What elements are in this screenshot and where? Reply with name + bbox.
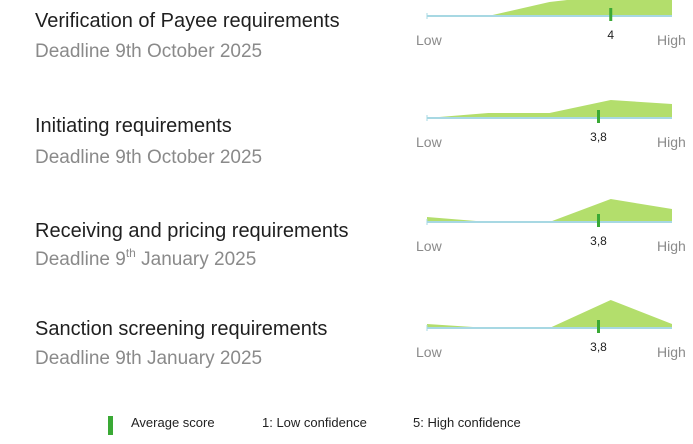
- distribution-area: [427, 300, 672, 328]
- distribution-area: [427, 199, 672, 222]
- average-label: 3,8: [590, 130, 607, 144]
- axis-label: High: [657, 134, 686, 150]
- deadline: Deadline 9th January 2025: [35, 348, 262, 369]
- average-marker: [597, 214, 600, 227]
- distribution-area: [427, 0, 672, 16]
- section-title: Sanction screening requirements: [35, 318, 327, 340]
- section-title: Initiating requirements: [35, 115, 232, 137]
- average-label: 3,8: [590, 234, 607, 248]
- section-title: Verification of Payee requirements: [35, 10, 340, 32]
- section-title: Receiving and pricing requirements: [35, 220, 349, 242]
- average-label: 3,8: [590, 340, 607, 354]
- deadline-text: January 2025: [136, 249, 256, 270]
- distribution-area: [427, 100, 672, 118]
- legend-swatch: [108, 416, 113, 435]
- average-marker: [597, 320, 600, 333]
- legend-label: 1: Low confidence: [262, 415, 367, 430]
- deadline-sup: th: [126, 246, 136, 260]
- legend-label: 5: High confidence: [413, 415, 521, 430]
- axis-label: Low: [416, 134, 443, 150]
- axis-label: Low: [416, 344, 443, 360]
- deadline: Deadline 9th October 2025: [35, 41, 262, 62]
- average-label: 4: [607, 28, 614, 42]
- legend-label: Average score: [131, 415, 215, 430]
- deadline: Deadline 9th January 2025: [35, 246, 256, 270]
- axis-label: Low: [416, 32, 443, 48]
- axis-label: High: [657, 32, 686, 48]
- axis-label: Low: [416, 238, 443, 254]
- average-marker: [597, 110, 600, 123]
- deadline-text: Deadline 9: [35, 249, 126, 270]
- average-marker: [609, 8, 613, 21]
- deadline: Deadline 9th October 2025: [35, 147, 262, 168]
- axis-label: High: [657, 238, 686, 254]
- axis-label: High: [657, 344, 686, 360]
